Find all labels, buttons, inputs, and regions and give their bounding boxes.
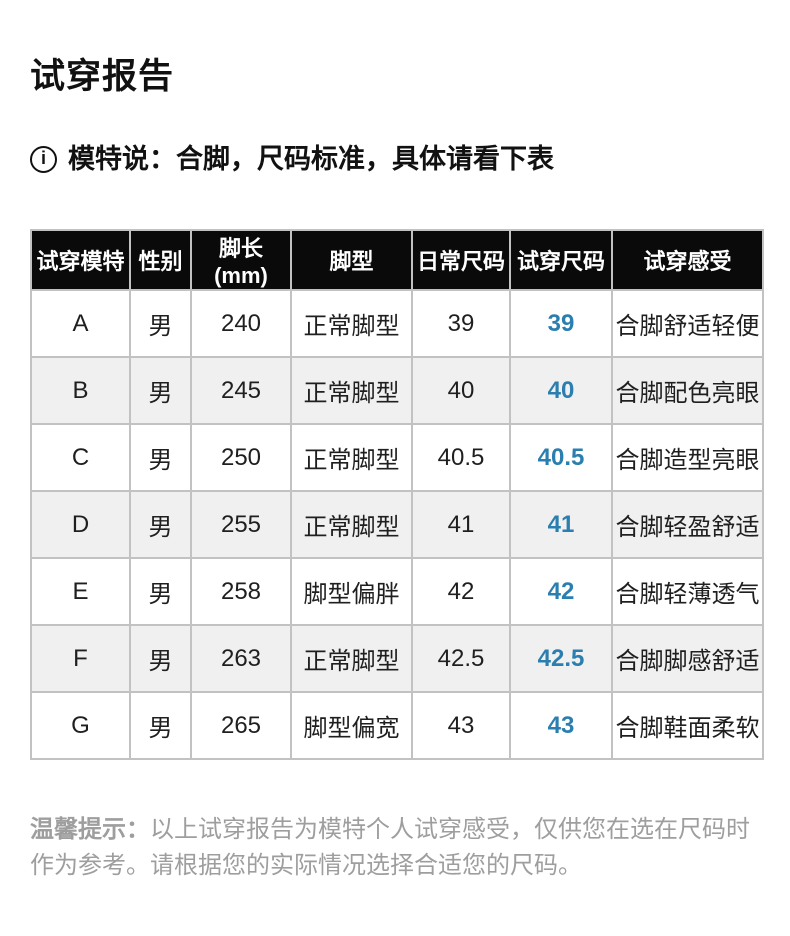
cell-daily-size: 39 [411,289,511,358]
column-header-feel: 试穿感受 [611,229,764,291]
cell-model: G [30,691,131,760]
cell-foot-length: 255 [190,490,292,559]
cell-feel: 合脚鞋面柔软 [611,691,764,760]
column-header-gender: 性别 [129,229,192,291]
cell-daily-size: 40.5 [411,423,511,492]
cell-tryon-size: 42 [509,557,613,626]
cell-tryon-size: 42.5 [509,624,613,693]
cell-gender: 男 [129,423,192,492]
column-header-foot-type: 脚型 [290,229,413,291]
cell-tryon-size: 40.5 [509,423,613,492]
cell-feel: 合脚轻盈舒适 [611,490,764,559]
footer-tip: 温馨提示：以上试穿报告为模特个人试穿感受，仅供您在选在尺码时作为参考。请根据您的… [30,812,752,884]
info-icon: i [30,145,57,173]
footer-tip-label: 温馨提示： [30,816,150,843]
cell-foot-type: 正常脚型 [290,624,413,693]
table-header-row: 试穿模特 性别 脚长(mm) 脚型 日常尺码 试穿尺码 试穿感受 [30,229,764,291]
cell-gender: 男 [129,624,192,693]
cell-foot-type: 正常脚型 [290,356,413,425]
cell-foot-length: 250 [190,423,292,492]
cell-foot-type: 正常脚型 [290,490,413,559]
page-title: 试穿报告 [30,57,175,96]
cell-model: A [30,289,131,358]
column-header-daily-size: 日常尺码 [411,229,511,291]
cell-model: E [30,557,131,626]
cell-model: B [30,356,131,425]
model-note-text: 模特说：合脚，尺码标准，具体请看下表 [68,144,554,174]
model-note: i 模特说：合脚，尺码标准，具体请看下表 [30,144,760,174]
cell-feel: 合脚舒适轻便 [611,289,764,358]
table-body: A 男 240 正常脚型 39 39 合脚舒适轻便 B 男 245 正常脚型 40 40 合脚配色亮眼 C 男… [30,289,764,760]
cell-daily-size: 43 [411,691,511,760]
cell-tryon-size: 43 [509,691,613,760]
cell-model: D [30,490,131,559]
cell-gender: 男 [129,557,192,626]
cell-foot-type: 脚型偏宽 [290,691,413,760]
cell-model: C [30,423,131,492]
cell-foot-length: 240 [190,289,292,358]
cell-foot-type: 脚型偏胖 [290,557,413,626]
table-row-G: G 男 265 脚型偏宽 43 43 合脚鞋面柔软 [30,691,764,760]
cell-daily-size: 40 [411,356,511,425]
cell-gender: 男 [129,490,192,559]
cell-daily-size: 41 [411,490,511,559]
column-header-foot-length: 脚长(mm) [190,229,292,291]
footer-tip-text: 以上试穿报告为模特个人试穿感受，仅供您在选在尺码时作为参考。请根据您的实际情况选… [30,816,750,879]
column-header-model: 试穿模特 [30,229,131,291]
column-header-tryon-size: 试穿尺码 [509,229,613,291]
cell-foot-type: 正常脚型 [290,423,413,492]
cell-feel: 合脚造型亮眼 [611,423,764,492]
cell-gender: 男 [129,691,192,760]
cell-tryon-size: 39 [509,289,613,358]
cell-foot-length: 245 [190,356,292,425]
cell-feel: 合脚脚感舒适 [611,624,764,693]
cell-feel: 合脚轻薄透气 [611,557,764,626]
table-row-B: B 男 245 正常脚型 40 40 合脚配色亮眼 [30,356,764,425]
cell-feel: 合脚配色亮眼 [611,356,764,425]
cell-gender: 男 [129,356,192,425]
cell-tryon-size: 40 [509,356,613,425]
table-row-C: C 男 250 正常脚型 40.5 40.5 合脚造型亮眼 [30,423,764,492]
cell-daily-size: 42.5 [411,624,511,693]
cell-foot-type: 正常脚型 [290,289,413,358]
cell-foot-length: 263 [190,624,292,693]
cell-daily-size: 42 [411,557,511,626]
fit-report-table: 试穿模特 性别 脚长(mm) 脚型 日常尺码 试穿尺码 试穿感受 A 男 240 正常脚型 39 39… [30,229,764,760]
try-on-report-section: 试穿报告 i 模特说：合脚，尺码标准，具体请看下表 试穿模特 性别 脚长(mm) 脚型… [30,57,764,884]
table-row-E: E 男 258 脚型偏胖 42 42 合脚轻薄透气 [30,557,764,626]
cell-tryon-size: 41 [509,490,613,559]
cell-gender: 男 [129,289,192,358]
info-icon-glyph: i [40,148,46,168]
cell-foot-length: 258 [190,557,292,626]
table-row-F: F 男 263 正常脚型 42.5 42.5 合脚脚感舒适 [30,624,764,693]
table-row-D: D 男 255 正常脚型 41 41 合脚轻盈舒适 [30,490,764,559]
cell-model: F [30,624,131,693]
table-row-A: A 男 240 正常脚型 39 39 合脚舒适轻便 [30,289,764,358]
cell-foot-length: 265 [190,691,292,760]
